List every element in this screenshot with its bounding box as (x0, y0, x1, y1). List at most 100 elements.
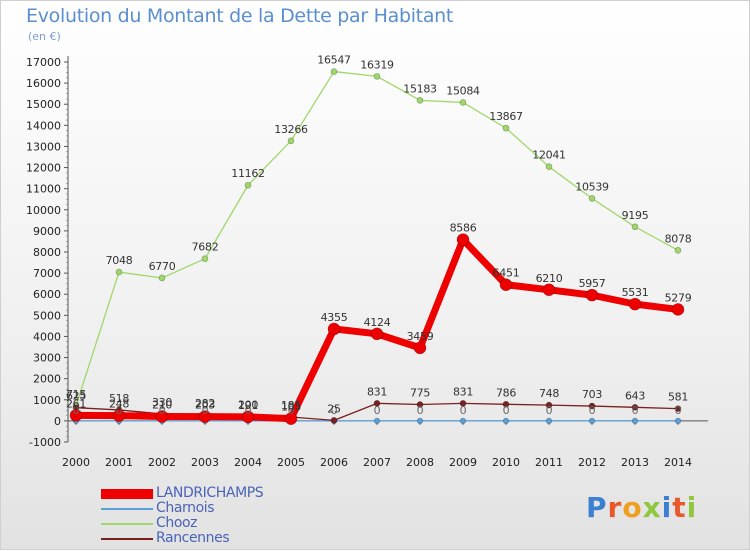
data-label-charnois: 0 (288, 404, 295, 417)
data-label-chooz: 16319 (360, 58, 394, 71)
data-point-charnois (373, 417, 381, 424)
y-tick-label: 6000 (33, 288, 61, 301)
data-label-landrichamps: 210 (152, 398, 172, 411)
x-tick-label: 2006 (320, 456, 348, 469)
data-point-rancennes (373, 400, 381, 407)
data-label-rancennes: 581 (668, 391, 688, 404)
y-tick-label: 2000 (33, 373, 61, 386)
data-point-landrichamps (499, 278, 513, 292)
data-point-rancennes (459, 400, 467, 407)
y-tick-label: 0 (54, 415, 61, 428)
data-point-rancennes (545, 401, 553, 409)
data-point-chooz (502, 124, 510, 132)
data-point-chooz (674, 247, 682, 254)
data-point-landrichamps (585, 288, 599, 302)
y-tick-label: 9000 (33, 225, 61, 238)
data-label-charnois: 0 (632, 404, 639, 417)
data-label-landrichamps: 8586 (450, 222, 477, 235)
data-label-charnois: 0 (202, 404, 209, 417)
logo-letter: t (672, 491, 687, 524)
data-point-landrichamps (155, 410, 169, 423)
y-tick-label: 12000 (26, 162, 61, 175)
data-label-rancennes: 185 (281, 399, 301, 412)
legend-swatch (101, 508, 153, 510)
data-point-rancennes (416, 401, 424, 408)
y-tick-label: 7000 (33, 267, 61, 280)
data-label-landrichamps: 261 (66, 397, 86, 410)
data-label-landrichamps: 248 (109, 398, 129, 411)
data-label-landrichamps: 4124 (364, 316, 391, 329)
data-label-charnois: 0 (460, 404, 467, 417)
data-point-charnois (502, 417, 510, 424)
data-point-chooz (545, 163, 553, 170)
data-label-landrichamps: 105 (281, 401, 301, 414)
data-point-charnois (631, 417, 639, 424)
data-label-landrichamps: 6210 (536, 272, 563, 285)
data-label-chooz: 8078 (665, 232, 692, 245)
data-label-chooz: 10539 (575, 180, 609, 193)
data-label-chooz: 15183 (403, 82, 437, 95)
legend-swatch (101, 538, 153, 540)
legend-swatch (101, 489, 153, 499)
data-label-chooz: 12041 (532, 149, 566, 162)
data-point-landrichamps (413, 341, 427, 355)
data-label-chooz: 7682 (192, 241, 219, 254)
data-point-charnois (674, 417, 682, 424)
data-label-chooz: 715 (66, 388, 86, 401)
proxiti-logo: Proxiti (586, 491, 697, 524)
data-point-chooz (115, 268, 123, 276)
data-label-rancennes: 703 (582, 388, 602, 401)
legend-label: Chooz (156, 515, 198, 531)
data-label-rancennes: 775 (410, 387, 430, 400)
y-tick-label: 1000 (33, 394, 61, 407)
y-tick-label: 11000 (26, 183, 61, 196)
data-label-rancennes: 200 (238, 399, 258, 412)
y-tick-label: 4000 (33, 330, 61, 343)
data-label-rancennes: 831 (367, 385, 387, 398)
data-label-chooz: 7048 (106, 254, 133, 267)
y-tick-label: 16000 (26, 77, 61, 90)
data-label-chooz: 11162 (231, 167, 265, 180)
y-tick-label: 8000 (33, 246, 61, 259)
data-point-rancennes (588, 402, 596, 410)
legend-label: LANDRICHAMPS (156, 485, 264, 501)
y-tick-label: 14000 (26, 119, 61, 132)
data-label-rancennes: 643 (625, 389, 645, 402)
data-point-chooz (158, 274, 166, 282)
data-point-chooz (588, 195, 596, 202)
data-point-charnois (459, 417, 467, 424)
data-label-chooz: 6770 (149, 260, 176, 273)
x-tick-label: 2003 (191, 456, 219, 469)
legend-label: Charnois (156, 500, 215, 516)
x-tick-label: 2009 (449, 456, 477, 469)
y-tick-label: 15000 (26, 98, 61, 111)
data-point-rancennes (330, 417, 338, 424)
data-label-landrichamps: 5279 (665, 291, 692, 304)
x-tick-label: 2002 (148, 456, 176, 469)
data-label-charnois: 0 (331, 404, 338, 417)
data-label-rancennes: 625 (66, 390, 86, 403)
data-label-landrichamps: 6451 (493, 267, 520, 280)
data-label-charnois: 0 (116, 404, 123, 417)
data-point-chooz (330, 68, 338, 75)
data-point-chooz (201, 255, 209, 263)
x-tick-label: 2012 (578, 456, 606, 469)
logo-letter: o (622, 491, 643, 524)
logo-letter: r (607, 491, 623, 524)
data-label-chooz: 13867 (489, 110, 523, 123)
data-label-charnois: 0 (159, 404, 166, 417)
x-tick-label: 2001 (105, 456, 133, 469)
data-point-landrichamps (628, 297, 642, 311)
data-label-chooz: 13266 (274, 123, 308, 136)
y-tick-label: 17000 (26, 56, 61, 69)
x-tick-label: 2004 (234, 456, 262, 469)
data-label-charnois: 0 (374, 404, 381, 417)
data-point-landrichamps (456, 233, 470, 246)
data-label-charnois: 0 (546, 404, 553, 417)
x-tick-label: 2007 (363, 456, 391, 469)
data-point-chooz (373, 73, 381, 80)
data-point-rancennes (674, 405, 682, 412)
data-point-landrichamps (542, 283, 556, 297)
